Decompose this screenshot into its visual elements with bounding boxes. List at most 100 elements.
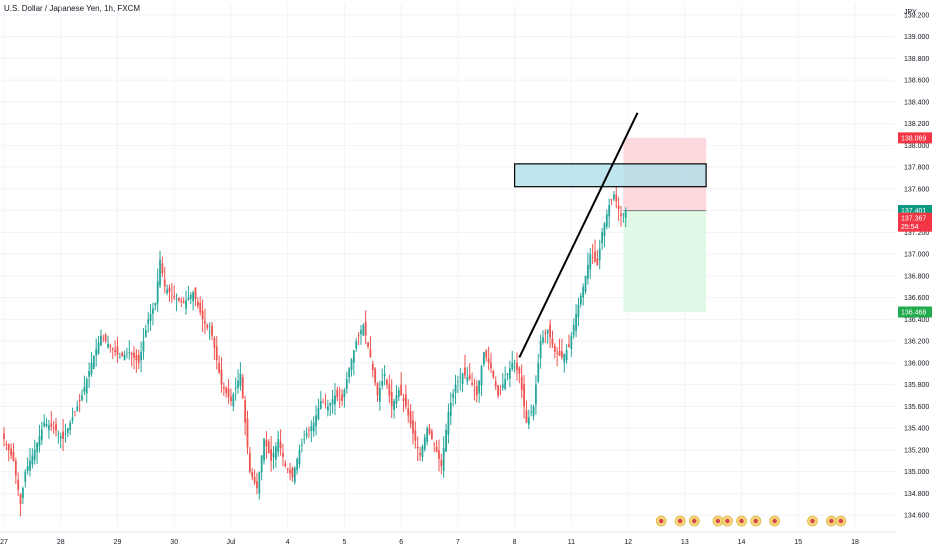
candle-body xyxy=(416,446,419,449)
candle-body xyxy=(466,377,469,382)
currency-label: JPY xyxy=(904,9,917,16)
candle-body xyxy=(267,441,270,454)
event-dot xyxy=(753,518,758,524)
candle-body xyxy=(447,411,450,435)
x-tick-label: 18 xyxy=(851,539,859,546)
candle-body xyxy=(324,403,327,405)
candle-body xyxy=(215,346,218,361)
candle-body xyxy=(343,390,346,398)
candle-body xyxy=(326,406,329,411)
candle-body xyxy=(19,493,22,505)
x-tick-label: 5 xyxy=(342,539,346,546)
grid-lines xyxy=(0,4,895,526)
candle-body xyxy=(256,481,258,488)
y-tick-label: 137.800 xyxy=(904,165,929,172)
candle-body xyxy=(499,389,502,391)
event-dot xyxy=(829,518,834,524)
candle-body xyxy=(175,298,178,300)
candle-body xyxy=(201,310,204,320)
event-dot xyxy=(739,518,744,524)
candle-body xyxy=(423,437,426,450)
candle-body xyxy=(253,476,256,483)
candle-body xyxy=(345,379,348,390)
candle-body xyxy=(204,320,206,324)
candle-body xyxy=(33,449,36,460)
candle-body xyxy=(239,373,242,386)
candle-body xyxy=(537,362,540,382)
candle-body xyxy=(95,349,98,356)
candle-body xyxy=(348,368,351,378)
candle-body xyxy=(277,439,280,452)
candle-body xyxy=(137,355,140,363)
price-axis-bg xyxy=(895,0,932,550)
candle-body xyxy=(341,394,343,401)
candle-body xyxy=(81,395,83,400)
candle-body xyxy=(378,388,381,402)
y-tick-label: 138.200 xyxy=(904,121,929,128)
candle-body xyxy=(140,352,143,361)
candle-body xyxy=(490,362,492,369)
candle-body xyxy=(317,408,320,420)
candle-body xyxy=(10,448,12,456)
candle-body xyxy=(312,422,315,432)
candle-body xyxy=(118,357,121,359)
candle-body xyxy=(161,263,164,274)
candle-body xyxy=(213,338,216,348)
candle-body xyxy=(449,402,452,416)
candle-body xyxy=(248,452,251,472)
candle-body xyxy=(579,295,582,305)
y-tick-label: 139.000 xyxy=(904,34,929,41)
candle-body xyxy=(274,446,277,460)
candle-body xyxy=(225,387,228,393)
event-dot xyxy=(658,518,664,524)
y-tick-label: 135.200 xyxy=(904,447,929,454)
candle-body xyxy=(149,313,152,321)
x-tick-label: 29 xyxy=(114,539,122,546)
candle-body xyxy=(497,385,499,396)
candle-body xyxy=(530,411,533,413)
candle-body xyxy=(594,251,596,262)
candle-body xyxy=(438,450,440,459)
candle-body xyxy=(12,451,15,461)
candle-body xyxy=(456,381,459,382)
candle-body xyxy=(144,330,147,337)
candle-body xyxy=(218,363,221,373)
candle-body xyxy=(38,436,41,447)
candle-body xyxy=(601,232,603,244)
candle-body xyxy=(270,449,273,461)
candle-body xyxy=(64,433,67,435)
candle-body xyxy=(296,458,299,471)
candle-body xyxy=(459,377,462,379)
candle-body xyxy=(613,194,615,200)
candle-body xyxy=(525,410,528,423)
candle-body xyxy=(572,324,575,336)
candle-body xyxy=(482,352,485,365)
candle-body xyxy=(608,205,611,217)
supply-zone-rect xyxy=(514,163,707,188)
candle-body xyxy=(196,301,199,306)
candle-body xyxy=(591,257,594,258)
candle-body xyxy=(516,362,518,371)
candle-body xyxy=(45,424,48,427)
candle-body xyxy=(577,304,580,318)
candle-body xyxy=(185,300,187,309)
candle-body xyxy=(260,455,263,473)
candle-body xyxy=(182,301,185,304)
candle-body xyxy=(237,380,239,388)
candle-body xyxy=(159,259,161,286)
price-axis: 134.600 134.800 135.000 135.200 135.400 135.6… xyxy=(895,0,932,550)
y-tick-label: 136.400 xyxy=(904,317,929,324)
candle-body xyxy=(66,428,69,433)
candle-body xyxy=(194,287,197,299)
candle-body xyxy=(284,463,287,467)
candle-body xyxy=(168,287,171,293)
candle-body xyxy=(539,341,542,359)
bid-badge-bg xyxy=(898,212,932,232)
candle-body xyxy=(395,395,398,404)
event-dot xyxy=(677,518,683,524)
candle-body xyxy=(350,359,353,370)
candle-body xyxy=(367,342,369,347)
candle-body xyxy=(244,400,247,423)
candle-body xyxy=(556,353,559,354)
